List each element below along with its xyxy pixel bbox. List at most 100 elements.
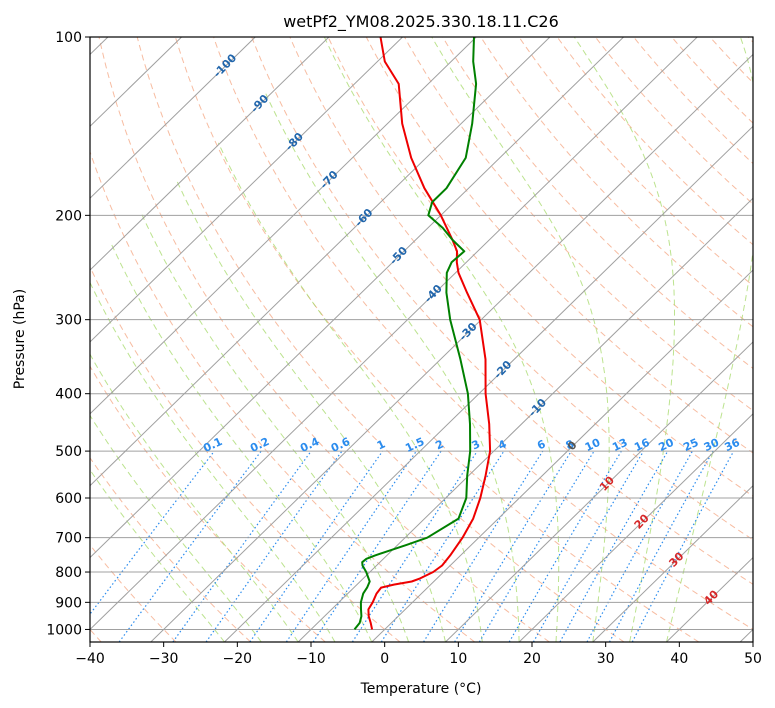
isotherm-line <box>224 125 753 642</box>
dry-adiabat-line <box>251 37 753 585</box>
x-tick-label: −20 <box>223 651 253 667</box>
isotherm-line <box>90 37 551 487</box>
dry-adiabat-line <box>442 37 753 370</box>
dry-adiabat-line <box>98 37 550 642</box>
dry-adiabat-line <box>90 456 251 642</box>
x-axis-title: Temperature (°C) <box>360 681 482 697</box>
y-tick-label: 300 <box>55 313 82 329</box>
y-tick-label: 500 <box>55 444 82 460</box>
x-tick-label: 30 <box>597 651 615 667</box>
y-axis-title: Pressure (hPa) <box>12 289 28 389</box>
mixing-ratio-label: 30 <box>702 436 722 454</box>
dry-adiabat-line <box>90 265 401 642</box>
mixing-ratio-line <box>118 450 262 642</box>
mixing-ratio-line <box>90 450 215 615</box>
x-tick-label: 0 <box>380 651 389 667</box>
isotherm-label: -100 <box>211 51 240 80</box>
x-tick-label: 40 <box>670 651 688 667</box>
isotherm-line <box>90 37 330 271</box>
isotherm-line <box>90 37 403 343</box>
mixing-ratio-label: 4 <box>496 437 509 452</box>
mixing-ratio-label: 20 <box>657 436 677 454</box>
mixing-ratio-label: 13 <box>610 436 629 454</box>
moist-adiabat-line <box>90 281 336 642</box>
moist-adiabat-line <box>141 214 410 642</box>
dry-adiabat-line <box>90 365 326 642</box>
moist-adiabat-line <box>90 414 262 642</box>
isotherm-line <box>90 37 698 631</box>
mixing-ratio-line <box>285 450 417 642</box>
background-lines <box>90 37 753 642</box>
mixing-ratio-label: 1 <box>375 437 387 452</box>
mixing-ratio-line <box>631 450 735 642</box>
y-tick-label: 800 <box>55 565 82 581</box>
mixing-ratio-label: 0.4 <box>298 435 321 455</box>
x-tick-label: −40 <box>75 651 105 667</box>
mixing-ratio-line <box>351 450 478 642</box>
isotherm-line <box>371 269 753 642</box>
x-tick-label: 10 <box>449 651 467 667</box>
moist-adiabat-line <box>217 142 483 642</box>
moist-adiabat-line <box>176 180 446 642</box>
x-tick-label: −10 <box>296 651 326 667</box>
mixing-ratio-line <box>559 450 669 642</box>
x-tick-label: −30 <box>149 651 179 667</box>
dry-adiabat-line <box>327 37 753 497</box>
dry-adiabat-line <box>90 150 476 642</box>
isotherm-line <box>666 556 753 642</box>
x-tick-label: 20 <box>523 651 541 667</box>
moist-adiabat-line <box>666 37 753 642</box>
mixing-ratio-label: 1.5 <box>403 435 426 455</box>
dry-adiabat-line <box>518 37 753 287</box>
isotherm-line <box>150 53 753 642</box>
mixing-ratio-label: 36 <box>723 436 743 454</box>
y-tick-label: 400 <box>55 387 82 403</box>
mixing-ratio-label: 0.6 <box>329 435 352 455</box>
moist-adiabat-line <box>323 37 560 642</box>
sounding-profiles <box>353 37 492 631</box>
mixing-ratio-label: 10 <box>583 436 603 454</box>
dry-adiabat-line <box>595 37 753 205</box>
y-tick-label: 1000 <box>46 622 82 638</box>
dry-adiabat-line <box>633 37 753 165</box>
plot-frame <box>89 36 754 643</box>
y-tick-label: 900 <box>55 595 82 611</box>
chart-title: wetPf2_YM08.2025.330.18.11.C26 <box>283 12 559 32</box>
dry-adiabat-line <box>671 37 753 124</box>
mixing-ratio-line <box>454 450 572 642</box>
x-tick-label: 50 <box>744 651 762 667</box>
mixing-ratio-line <box>380 450 505 642</box>
x-axis: −40 −30 −20 −10 0 10 20 30 40 50 <box>75 642 762 667</box>
isotherm-line <box>90 37 477 415</box>
moist-adiabat-line <box>573 37 675 642</box>
isotherm-line <box>90 37 256 199</box>
isotherm-line <box>592 485 753 642</box>
mixing-ratio-line <box>478 450 595 642</box>
isotherm-line <box>297 197 753 642</box>
y-axis: 100 200 300 400 500 600 700 800 900 1000 <box>46 30 90 638</box>
y-tick-label: 600 <box>55 491 82 507</box>
dry-adiabat-line <box>136 37 625 642</box>
mixing-ratio-line <box>586 450 693 642</box>
mixing-ratio-line <box>205 450 343 642</box>
dry-adiabat-line <box>174 37 700 642</box>
y-tick-label: 700 <box>55 531 82 547</box>
moist-adiabat-line <box>111 244 373 642</box>
y-tick-label: 200 <box>55 208 82 224</box>
y-tick-label: 100 <box>55 30 82 46</box>
mixing-ratio-label: 0.1 <box>201 435 224 455</box>
mixing-ratio-label: 6 <box>535 437 548 452</box>
dry-adiabat-line <box>213 37 753 631</box>
mixing-ratio-line <box>312 450 442 642</box>
dry-adiabat-line <box>480 37 753 328</box>
moist-adiabat-line <box>265 93 520 642</box>
moist-adiabat-line <box>90 469 225 642</box>
mixing-ratio-line <box>532 450 645 642</box>
moist-adiabat-line <box>431 37 610 642</box>
isotherm-line <box>445 341 753 642</box>
dry-adiabat-line <box>556 37 753 246</box>
mixing-ratio-line <box>172 450 312 642</box>
mixing-ratio-line <box>608 450 714 642</box>
mixing-ratio-label: 3 <box>470 437 482 452</box>
dry-adiabat-line <box>365 37 753 454</box>
